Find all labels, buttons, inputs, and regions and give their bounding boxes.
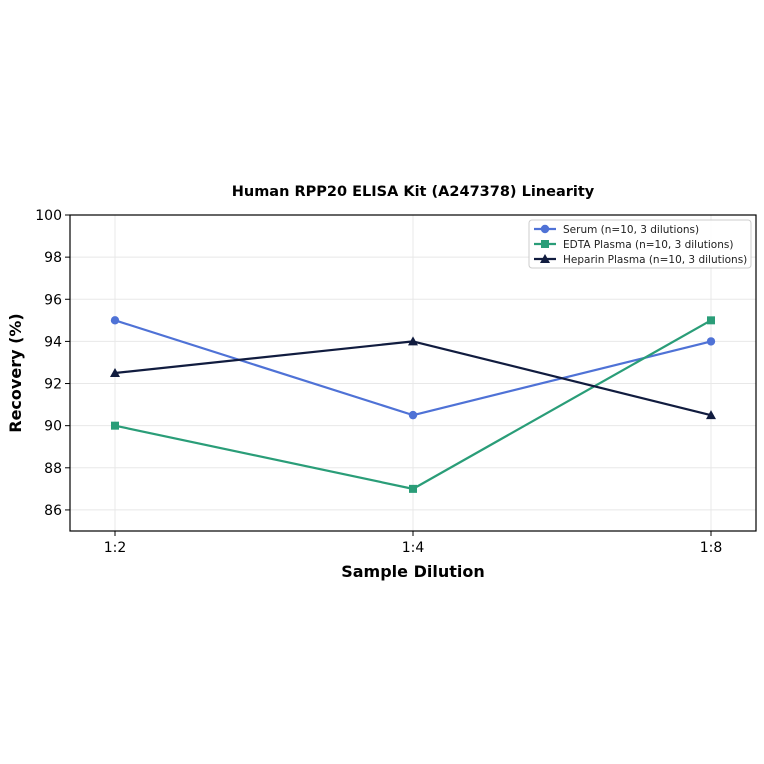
y-tick-label: 90 bbox=[44, 419, 62, 435]
data-point bbox=[707, 316, 715, 325]
y-tick-label: 88 bbox=[44, 461, 62, 477]
series-1 bbox=[111, 316, 715, 493]
data-point bbox=[409, 484, 417, 493]
y-axis: 86 88 90 92 94 96 98 100 bbox=[35, 208, 70, 519]
legend-marker bbox=[540, 254, 550, 263]
legend-label: Serum (n=10, 3 dilutions) bbox=[563, 224, 699, 236]
data-point bbox=[408, 336, 418, 346]
series-0 bbox=[110, 316, 716, 420]
y-tick-label: 100 bbox=[35, 208, 62, 224]
series-2 bbox=[110, 336, 716, 420]
data-point bbox=[706, 337, 716, 346]
y-tick-label: 86 bbox=[44, 503, 62, 519]
x-tick-label: 1:8 bbox=[700, 540, 723, 556]
data-point bbox=[111, 421, 119, 430]
legend-label: Heparin Plasma (n=10, 3 dilutions) bbox=[563, 254, 747, 266]
legend-box bbox=[528, 219, 752, 269]
data-point bbox=[408, 410, 418, 420]
data-point bbox=[706, 410, 716, 420]
y-tick-label: 94 bbox=[44, 334, 62, 350]
y-tick-label: 92 bbox=[44, 377, 62, 393]
chart-title: Human RPP20 ELISA Kit (A247378) Linearit… bbox=[232, 184, 595, 200]
legend-entry: Heparin Plasma (n=10, 3 dilutions) bbox=[534, 254, 747, 266]
data-point bbox=[110, 316, 120, 325]
x-tick-label: 1:2 bbox=[104, 540, 127, 556]
legend: Serum (n=10, 3 dilutions) EDTA Plasma (n=… bbox=[528, 219, 752, 269]
y-tick-label: 96 bbox=[44, 292, 62, 308]
x-tick-label: 1:4 bbox=[402, 540, 425, 556]
x-axis-title: Sample Dilution bbox=[341, 562, 485, 581]
data-point bbox=[110, 368, 120, 377]
y-axis-title: Recovery (%) bbox=[6, 313, 25, 432]
series-layer bbox=[110, 316, 716, 493]
legend-marker bbox=[540, 224, 550, 234]
legend-marker bbox=[541, 240, 549, 248]
x-axis: 1:2 1:4 1:8 bbox=[104, 531, 723, 556]
legend-entry: Serum (n=10, 3 dilutions) bbox=[534, 224, 699, 236]
legend-entry: EDTA Plasma (n=10, 3 dilutions) bbox=[534, 239, 733, 251]
y-tick-label: 98 bbox=[44, 250, 62, 266]
legend-label: EDTA Plasma (n=10, 3 dilutions) bbox=[563, 239, 733, 251]
